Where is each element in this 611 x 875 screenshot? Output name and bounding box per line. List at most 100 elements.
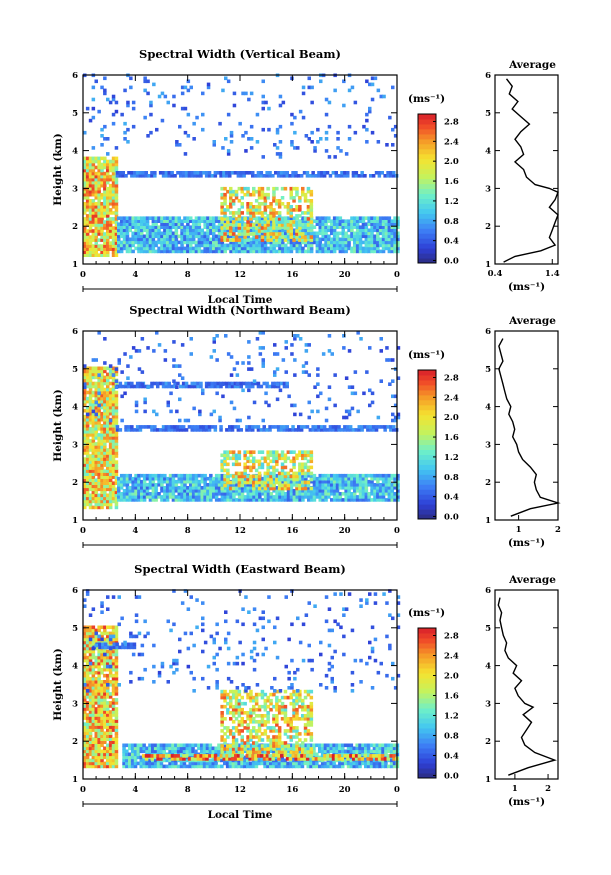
heatmap-cell <box>177 492 181 496</box>
heatmap-cell <box>226 208 230 212</box>
heatmap-cell <box>100 505 104 510</box>
heatmap-cell <box>213 174 218 178</box>
heatmap-cell <box>224 137 228 141</box>
heatmap-cell <box>103 387 107 392</box>
heatmap-cell <box>108 220 113 224</box>
heatmap-cell <box>85 451 90 455</box>
heatmap-cell <box>114 223 119 227</box>
heatmap-cell <box>131 219 135 223</box>
heatmap-cell <box>275 459 279 464</box>
heatmap-cell <box>324 246 328 251</box>
heatmap-cell <box>310 100 314 105</box>
heatmap-cell <box>103 716 107 720</box>
heatmap-cell <box>317 171 321 175</box>
heatmap-cell <box>108 499 113 504</box>
heatmap-cell <box>134 349 139 353</box>
heatmap-cell <box>103 740 107 744</box>
colorbar-swatch <box>418 404 436 411</box>
heatmap-cell <box>266 225 271 229</box>
heatmap-cell <box>396 216 400 220</box>
heatmap-cell <box>88 430 93 434</box>
heatmap-cell <box>111 112 116 117</box>
heatmap-cell <box>83 192 87 197</box>
heatmap-cell <box>310 140 314 144</box>
heatmap-cell <box>347 246 351 251</box>
heatmap-cell <box>387 234 392 239</box>
heatmap-cell <box>289 495 294 499</box>
heatmap-cell <box>94 710 98 714</box>
heatmap-cell <box>283 238 288 242</box>
heatmap-cell <box>324 237 328 242</box>
heatmap-cell <box>269 232 273 236</box>
heatmap-cell <box>368 82 372 87</box>
heatmap-cell <box>257 211 262 215</box>
heatmap-cell <box>103 673 107 678</box>
heatmap-cell <box>94 412 98 417</box>
heatmap-cell <box>223 238 227 242</box>
heatmap-cell <box>88 414 93 419</box>
heatmap-cell <box>125 473 130 478</box>
heatmap-cell <box>313 146 317 150</box>
heatmap-cell <box>240 471 244 476</box>
heatmap-cell <box>174 222 179 226</box>
heatmap-cell <box>353 243 357 248</box>
heatmap-cell <box>293 146 297 150</box>
heatmap-cell <box>384 476 389 481</box>
heatmap-cell <box>83 211 87 215</box>
heatmap-cell <box>100 244 104 248</box>
heatmap-cell <box>252 456 256 461</box>
heatmap-cell <box>266 240 271 245</box>
heatmap-cell <box>387 216 392 220</box>
heatmap-cell <box>108 631 113 636</box>
heatmap-cell <box>100 728 104 732</box>
heatmap-cell <box>167 171 171 175</box>
heatmap-cell <box>344 243 348 248</box>
heatmap-cell <box>88 165 93 170</box>
heatmap-cell <box>123 137 127 141</box>
heatmap-cell <box>122 240 127 245</box>
heatmap-cell <box>119 225 124 229</box>
heatmap-cell <box>364 495 369 499</box>
heatmap-cell <box>272 468 276 473</box>
heatmap-cell <box>134 219 138 223</box>
heatmap-cell <box>148 479 153 484</box>
heatmap-cell <box>88 640 93 645</box>
heatmap-cell <box>183 492 187 496</box>
heatmap-cell <box>190 428 194 432</box>
heatmap-cell <box>301 222 305 226</box>
heatmap-cell <box>138 425 143 429</box>
heatmap-cell <box>115 174 120 178</box>
heatmap-cell <box>263 237 268 242</box>
heatmap-cell <box>180 343 185 347</box>
heatmap-cell <box>327 225 331 229</box>
heatmap-cell <box>284 370 288 374</box>
heatmap-cell <box>103 445 107 449</box>
heatmap-cell <box>88 192 93 197</box>
heatmap-cell <box>378 483 383 487</box>
heatmap-cell <box>88 478 93 482</box>
heatmap-cell <box>240 243 245 248</box>
heatmap-cell <box>137 240 141 245</box>
heatmap-cell <box>181 174 186 178</box>
heatmap-cell <box>305 174 310 178</box>
heatmap-cell <box>206 82 211 87</box>
heatmap-cell <box>117 479 121 484</box>
heatmap-cell <box>124 174 128 178</box>
heatmap-cell <box>384 489 389 493</box>
heatmap-cell <box>85 755 90 760</box>
heatmap-cell <box>266 214 270 218</box>
heatmap-cell <box>264 400 268 405</box>
heatmap-cell <box>165 476 170 481</box>
heatmap-cell <box>194 222 199 226</box>
heatmap-cell <box>249 468 253 473</box>
heatmap-cell <box>88 683 93 687</box>
heatmap-cell <box>97 411 101 416</box>
heatmap-cell <box>91 466 96 470</box>
heatmap-cell <box>83 692 87 696</box>
heatmap-cell <box>356 409 360 414</box>
heatmap-cell <box>135 428 140 432</box>
heatmap-cell <box>378 486 383 490</box>
heatmap-cell <box>160 234 164 239</box>
heatmap-cell <box>219 171 223 175</box>
heatmap-cell <box>83 472 87 476</box>
